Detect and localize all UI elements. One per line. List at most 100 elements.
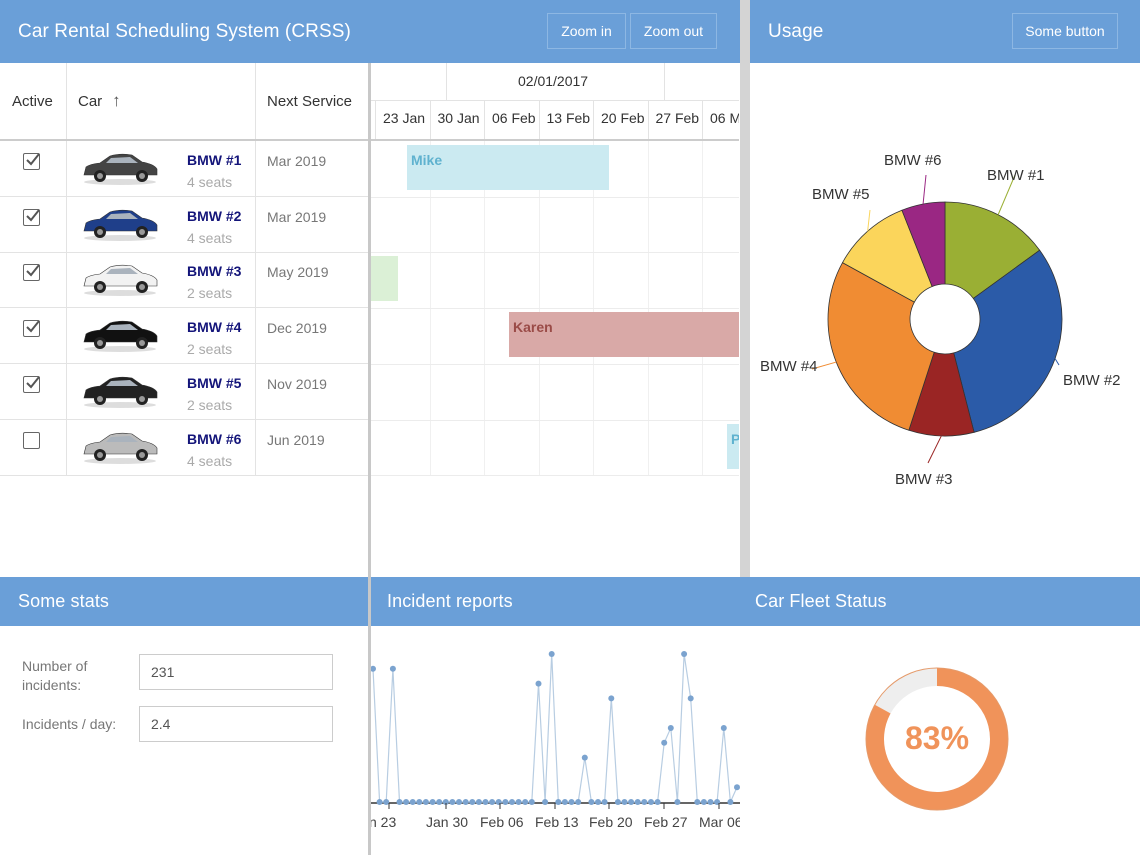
incidents-count-field[interactable]: 231	[139, 654, 333, 690]
incident-point[interactable]	[720, 725, 727, 731]
car-name[interactable]: BMW #2	[187, 207, 242, 224]
active-checkbox[interactable]	[23, 264, 40, 282]
some-button[interactable]: Some button	[1012, 13, 1118, 49]
car-name[interactable]: BMW #1	[187, 152, 242, 168]
incident-point[interactable]	[734, 784, 740, 791]
incident-point[interactable]	[456, 799, 462, 805]
incident-point[interactable]	[681, 651, 688, 657]
incident-point[interactable]	[396, 799, 403, 805]
car-name[interactable]: BMW #3	[187, 263, 242, 280]
incident-point[interactable]	[648, 799, 654, 805]
incident-point[interactable]	[581, 754, 588, 761]
incident-point[interactable]	[403, 799, 410, 805]
incident-point[interactable]	[595, 799, 601, 805]
incident-point[interactable]	[422, 799, 429, 805]
incident-point[interactable]	[661, 739, 668, 746]
incident-point[interactable]	[535, 680, 542, 687]
pie-slice[interactable]	[901, 201, 946, 287]
incident-point[interactable]	[674, 799, 681, 805]
zoom-in-button[interactable]: Zoom in	[547, 13, 626, 49]
incident-point[interactable]	[548, 651, 555, 657]
incident-point[interactable]	[502, 799, 509, 805]
incident-point[interactable]	[383, 799, 390, 805]
incident-point[interactable]	[700, 799, 707, 805]
usage-pie-chart: BMW #1 BMW #2 BMW #3 BMW #4 BMW #5 BMW #6	[760, 152, 1121, 488]
table-row[interactable]: BMW #1 4 seats Mar 2019	[0, 141, 368, 197]
incident-point[interactable]	[614, 799, 621, 805]
incident-point[interactable]	[429, 799, 436, 805]
pie-slice[interactable]	[827, 262, 935, 431]
incident-point[interactable]	[389, 665, 396, 672]
incident-point[interactable]	[727, 799, 734, 805]
incident-point[interactable]	[621, 799, 628, 805]
vertical-splitter-main[interactable]	[740, 0, 750, 577]
incident-point[interactable]	[469, 799, 476, 805]
zoom-out-button[interactable]: Zoom out	[630, 13, 717, 49]
active-checkbox[interactable]	[23, 208, 40, 226]
incident-point[interactable]	[641, 799, 648, 805]
table-row[interactable]: BMW #3 2 seats May 2019	[0, 252, 368, 309]
incident-point[interactable]	[561, 799, 568, 805]
incident-point[interactable]	[687, 695, 694, 702]
incident-point[interactable]	[409, 799, 416, 805]
booking-bar[interactable]: Karen	[509, 312, 739, 358]
grid-schedule-splitter[interactable]	[368, 63, 371, 855]
incident-point[interactable]	[707, 799, 714, 805]
incident-point[interactable]	[495, 799, 502, 805]
active-checkbox[interactable]	[23, 320, 40, 338]
booking-bar[interactable]: P	[727, 423, 739, 469]
gauge-outline	[865, 667, 1009, 811]
pie-slice[interactable]	[953, 249, 1063, 433]
incident-point[interactable]	[601, 799, 608, 805]
incident-point[interactable]	[542, 799, 549, 805]
booking-bar[interactable]	[371, 256, 398, 302]
incident-point[interactable]	[575, 799, 582, 805]
incident-point[interactable]	[371, 665, 376, 672]
incident-point[interactable]	[509, 799, 515, 805]
column-header-next-service[interactable]: Next Service	[267, 63, 352, 139]
incident-point[interactable]	[628, 799, 635, 805]
table-row[interactable]: BMW #2 4 seats Mar 2019	[0, 197, 368, 253]
stats-header: Some stats	[0, 577, 368, 626]
incident-point[interactable]	[449, 799, 456, 805]
table-row[interactable]: BMW #5 2 seats Nov 2019	[0, 364, 368, 420]
incident-point[interactable]	[436, 799, 443, 805]
active-checkbox[interactable]	[23, 153, 40, 170]
incident-point[interactable]	[654, 799, 661, 805]
car-name[interactable]: BMW #6	[187, 430, 242, 447]
incident-point[interactable]	[634, 799, 641, 805]
car-name[interactable]: BMW #4	[187, 319, 242, 336]
incident-point[interactable]	[694, 799, 701, 805]
incident-point[interactable]	[588, 799, 595, 805]
schedule-row-divider	[371, 196, 739, 198]
active-checkbox[interactable]	[23, 431, 40, 449]
pie-slice[interactable]	[944, 201, 1041, 299]
incident-point[interactable]	[442, 799, 449, 805]
booking-bar[interactable]: Mike	[407, 145, 609, 190]
incident-point[interactable]	[489, 799, 496, 805]
incident-point[interactable]	[555, 799, 562, 805]
car-seats: 2 seats	[187, 285, 233, 302]
incident-point[interactable]	[522, 799, 529, 805]
incident-point[interactable]	[608, 695, 615, 702]
table-row[interactable]: BMW #4 2 seats Dec 2019	[0, 308, 368, 365]
incident-point[interactable]	[568, 799, 575, 805]
column-header-active[interactable]: Active	[12, 63, 53, 139]
incident-point[interactable]	[376, 799, 383, 805]
car-seats: 4 seats	[187, 452, 233, 469]
active-checkbox[interactable]	[23, 375, 40, 393]
column-header-car[interactable]: Car ↑	[78, 63, 121, 139]
table-row[interactable]: BMW #6 4 seats Jun 2019	[0, 420, 368, 476]
car-icon	[83, 153, 158, 185]
row-divider	[0, 196, 368, 197]
incident-point[interactable]	[667, 725, 674, 731]
car-name[interactable]: BMW #5	[187, 374, 242, 391]
incident-point[interactable]	[482, 799, 489, 805]
incident-point[interactable]	[528, 799, 535, 805]
incident-point[interactable]	[462, 799, 469, 805]
incidents-per-day-field[interactable]: 2.4	[139, 706, 333, 742]
incident-point[interactable]	[475, 799, 482, 805]
schedule-row-divider	[371, 475, 739, 477]
incident-point[interactable]	[515, 799, 522, 805]
incident-point[interactable]	[416, 799, 423, 805]
